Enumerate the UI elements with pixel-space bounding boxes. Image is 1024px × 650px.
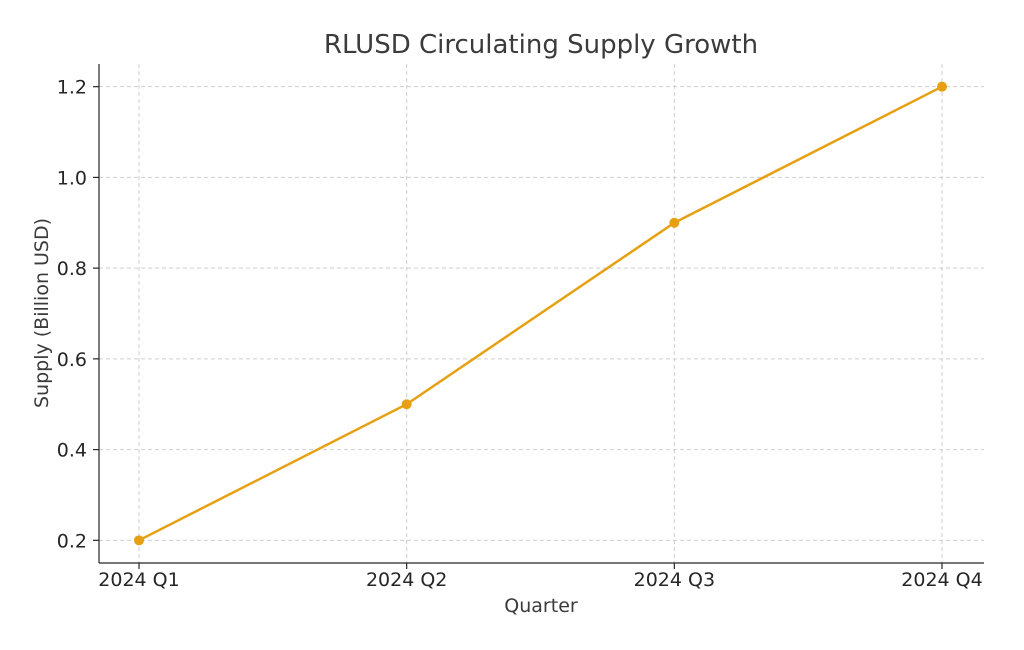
x-tick-label: 2024 Q3 (634, 569, 715, 591)
y-tick-label: 1.2 (57, 77, 87, 99)
x-tick-label: 2024 Q4 (901, 569, 982, 591)
y-axis-label: Supply (Billion USD) (31, 218, 53, 408)
y-tick-label: 0.4 (57, 440, 87, 462)
y-tick-label: 1.0 (57, 167, 87, 189)
y-tick-label: 0.2 (57, 530, 87, 552)
data-point (401, 399, 412, 410)
x-axis-label: Quarter (504, 595, 578, 617)
x-tick-label: 2024 Q1 (98, 569, 179, 591)
data-point (937, 81, 947, 92)
series (134, 81, 947, 546)
data-point (669, 217, 680, 228)
x-tick-label: 2024 Q2 (366, 569, 447, 591)
x-ticks: 2024 Q1 2024 Q2 2024 Q3 2024 Q4 (98, 563, 983, 591)
y-tick-label: 0.8 (57, 258, 87, 280)
series-line (138, 85, 943, 542)
axes (98, 64, 984, 564)
grid (99, 64, 984, 563)
y-ticks: 0.2 0.4 0.6 0.8 1.0 1.2 (57, 77, 99, 552)
data-point (134, 535, 144, 546)
y-tick-label: 0.6 (57, 349, 87, 371)
chart-title: RLUSD Circulating Supply Growth (324, 30, 758, 60)
